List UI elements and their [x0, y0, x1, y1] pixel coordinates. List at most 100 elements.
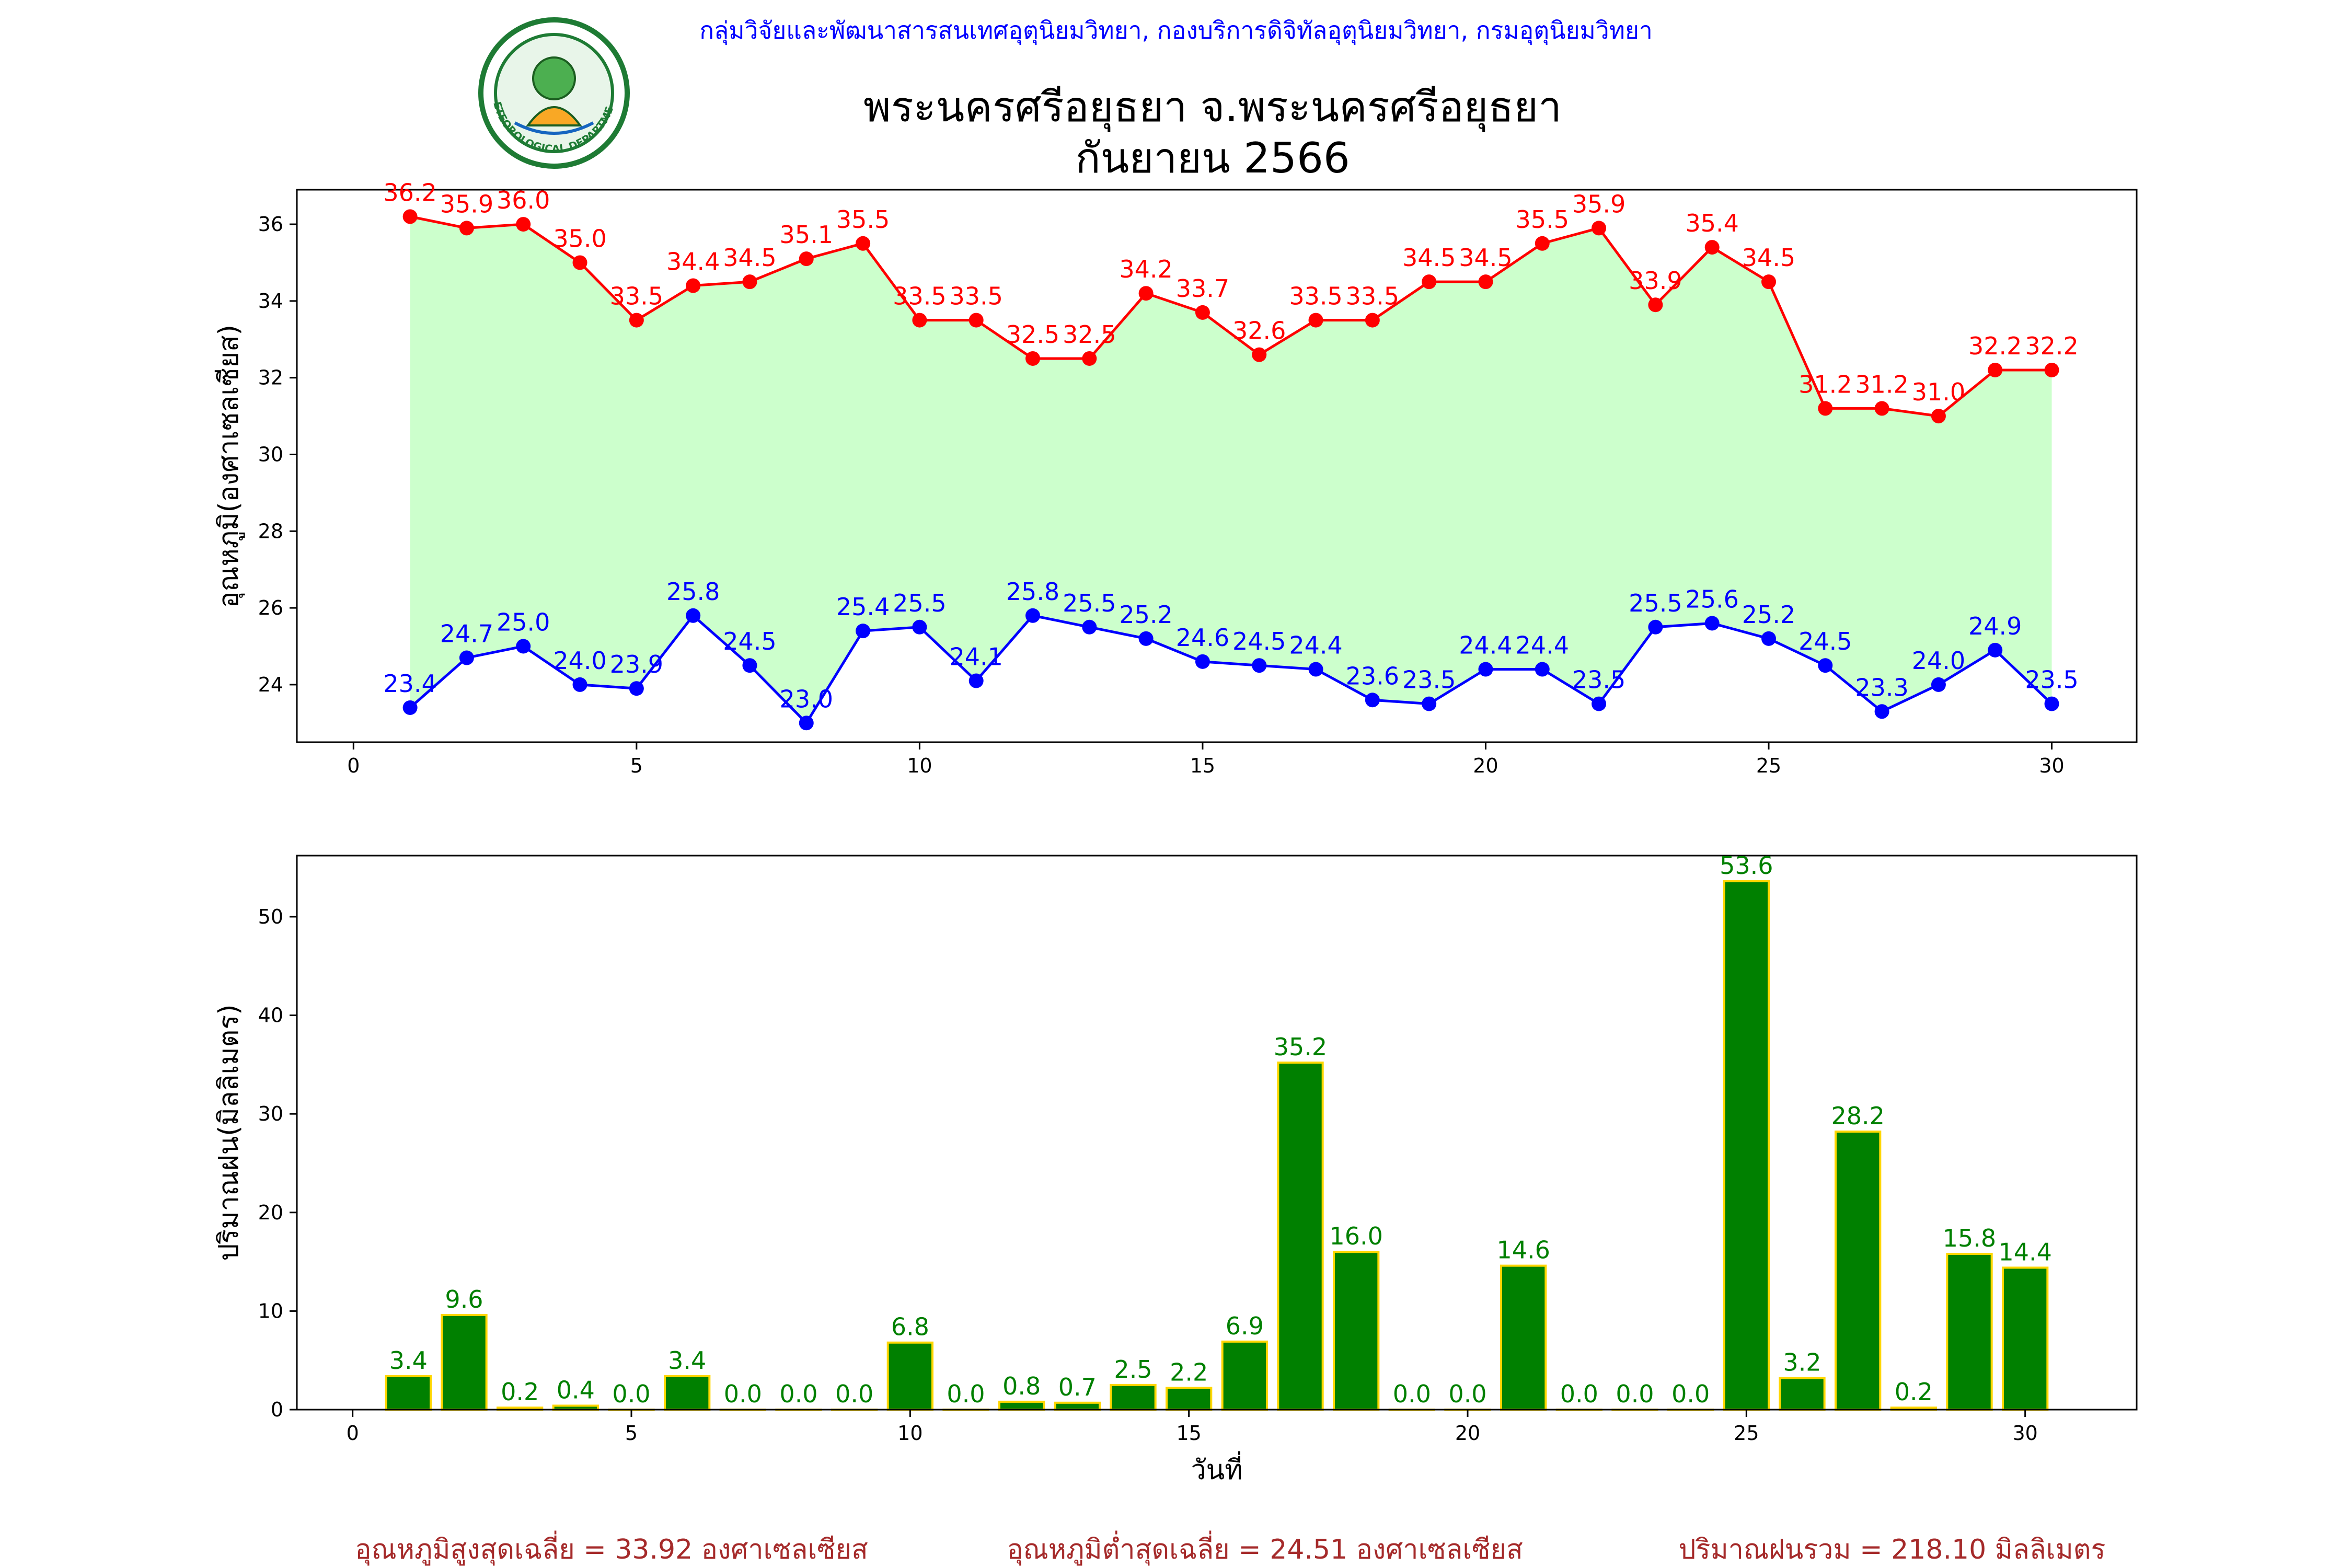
rainfall-value-label: 0.0 — [724, 1380, 762, 1408]
min-temp-value-label: 25.8 — [1006, 578, 1059, 606]
max-temp-value-label: 35.1 — [780, 221, 833, 249]
rain-y-tick-label: 10 — [258, 1299, 283, 1322]
rainfall-bar — [1110, 1383, 1157, 1411]
chart-title-line1: พระนครศรีอยุธยา จ.พระนครศรีอยุธยา — [863, 83, 1562, 132]
min-temp-value-label: 24.5 — [1232, 627, 1286, 655]
max-temp-point — [912, 313, 927, 328]
min-temp-value-label: 25.2 — [1742, 601, 1795, 629]
min-temp-point — [1818, 658, 1833, 673]
min-temp-value-label: 25.2 — [1119, 601, 1172, 629]
max-temp-point — [2044, 362, 2059, 377]
rainfall-value-label: 15.8 — [1943, 1224, 1996, 1252]
temp-x-tick-label: 0 — [347, 754, 360, 777]
max-temp-value-label: 35.9 — [440, 190, 493, 218]
min-temp-point — [1988, 642, 2003, 658]
max-temp-point — [742, 274, 757, 290]
rainfall-value-label: 0.0 — [947, 1380, 985, 1408]
rainfall-bar — [441, 1313, 488, 1411]
max-temp-value-label: 32.5 — [1063, 320, 1116, 349]
rainfall-value-label: 14.6 — [1496, 1236, 1550, 1264]
rainfall-bars — [385, 880, 2049, 1411]
min-temp-value-label: 25.5 — [1629, 589, 1682, 617]
max-temp-point — [799, 251, 814, 267]
min-temp-point — [1252, 658, 1267, 673]
rainfall-bar — [1835, 1131, 1882, 1411]
min-temp-value-label: 23.6 — [1346, 662, 1399, 690]
temp-x-tick-label: 10 — [907, 754, 932, 777]
rainfall-value-label: 6.8 — [891, 1313, 929, 1341]
rain-x-tick-label: 15 — [1176, 1422, 1201, 1445]
rainfall-bar — [1221, 1340, 1269, 1411]
rainfall-value-label: 0.0 — [1616, 1380, 1654, 1408]
min-temp-point — [1874, 704, 1889, 719]
rain-y-tick-label: 50 — [258, 905, 283, 928]
max-temp-value-label: 35.9 — [1572, 190, 1625, 218]
max-temp-value-label: 34.5 — [723, 244, 776, 272]
max-temp-point — [1648, 297, 1663, 313]
min-temp-value-label: 24.4 — [1516, 631, 1569, 660]
max-temp-value-label: 35.0 — [553, 224, 606, 252]
rain-x-tick-label: 25 — [1734, 1422, 1759, 1445]
min-temp-point — [1704, 616, 1720, 631]
temperature-plot-frame — [296, 189, 2138, 743]
max-temp-points — [402, 209, 2059, 424]
max-temp-point — [629, 313, 644, 328]
temp-y-tick-label: 34 — [258, 290, 283, 313]
rainfall-bar — [664, 1375, 711, 1411]
min-temp-point — [459, 650, 474, 665]
min-temp-value-label: 24.6 — [1176, 624, 1229, 652]
max-temp-point — [1195, 305, 1210, 320]
rainfall-bar — [1500, 1264, 1547, 1411]
footer-avg-min-temp: อุณหภูมิต่ำสุดเฉลี่ย = 24.51 องศาเซลเซีย… — [1007, 1530, 1523, 1566]
min-temp-point — [799, 716, 814, 731]
rainfall-bar — [1779, 1377, 1826, 1411]
rainfall-value-label: 3.4 — [668, 1346, 706, 1375]
rainfall-value-label: 6.9 — [1226, 1312, 1264, 1340]
max-temp-value-label: 35.5 — [836, 205, 890, 234]
rainfall-axis-ticks: 0 5 10 15 20 25 30 0 10 20 30 40 50 — [258, 905, 2038, 1445]
temp-y-tick-label: 28 — [258, 520, 283, 543]
rainfall-value-label: 0.0 — [779, 1380, 817, 1408]
min-temp-value-label: 23.3 — [1855, 673, 1908, 701]
temperature-y-axis-label: อุณหภูมิ(องศาเซลเซียส) — [213, 325, 245, 608]
max-temp-value-label: 33.5 — [949, 282, 1002, 310]
min-temp-point — [1082, 619, 1097, 635]
min-temp-line — [409, 614, 2053, 725]
temp-x-tick-label: 25 — [1756, 754, 1781, 777]
min-temp-value-label: 24.5 — [1798, 627, 1852, 655]
max-temp-line — [410, 215, 2052, 418]
min-temp-points — [402, 608, 2059, 731]
rainfall-value-label: 3.2 — [1783, 1348, 1821, 1377]
min-temp-value-label: 24.4 — [1289, 631, 1342, 660]
rainfall-value-label: 2.5 — [1114, 1355, 1152, 1383]
min-temp-point — [1138, 631, 1154, 646]
rain-x-tick-label: 5 — [625, 1422, 638, 1445]
min-temp-point — [1365, 693, 1380, 708]
rain-y-tick-label: 20 — [258, 1201, 283, 1224]
rainfall-x-axis-label: วันที่ — [1191, 1451, 1242, 1486]
rain-x-tick-label: 30 — [2012, 1422, 2037, 1445]
min-temp-value-label: 23.5 — [1572, 666, 1625, 694]
min-temp-point — [402, 700, 418, 715]
max-temp-value-label: 34.5 — [1402, 244, 1456, 272]
footer-avg-max-temp: อุณหภูมิสูงสุดเฉลี่ย = 33.92 องศาเซลเซีย… — [355, 1530, 868, 1566]
max-temp-value-label: 33.5 — [1289, 282, 1342, 310]
max-temp-value-label: 32.2 — [1968, 332, 2022, 360]
rain-y-tick-label: 30 — [258, 1102, 283, 1125]
footer-total-rain: ปริมาณฝนรวม = 218.10 มิลลิเมตร — [1679, 1534, 2106, 1565]
rainfall-value-label: 53.6 — [1720, 851, 1773, 880]
rainfall-bar — [1277, 1062, 1324, 1411]
max-temp-value-label: 31.2 — [1855, 370, 1908, 398]
max-temp-value-label: 34.5 — [1459, 244, 1512, 272]
min-temp-value-label: 25.5 — [893, 589, 946, 617]
max-temp-value-label: 34.5 — [1742, 244, 1795, 272]
max-temp-point — [969, 313, 984, 328]
temp-y-tick-label: 24 — [258, 673, 283, 696]
min-temp-point — [1308, 662, 1323, 677]
max-temp-point — [1592, 221, 1607, 236]
min-temp-value-label: 25.5 — [1063, 589, 1116, 617]
max-temp-point — [1308, 313, 1323, 328]
min-temp-value-label: 25.4 — [836, 593, 890, 621]
